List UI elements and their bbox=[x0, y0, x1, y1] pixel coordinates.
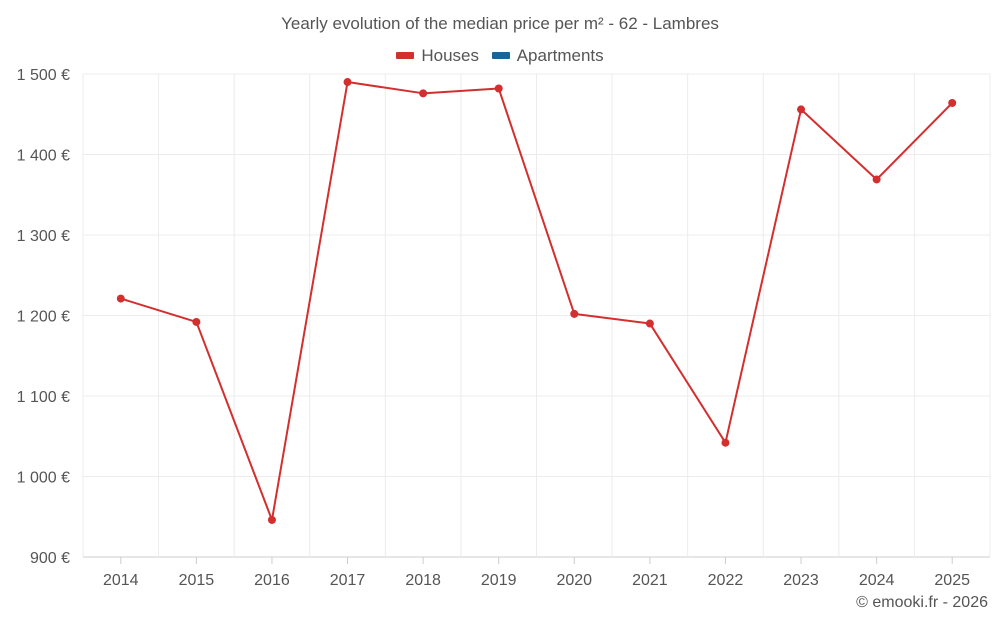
data-point-houses[interactable] bbox=[267, 515, 276, 524]
data-point-houses[interactable] bbox=[343, 78, 352, 87]
data-point-houses[interactable] bbox=[494, 84, 503, 93]
data-point-houses[interactable] bbox=[872, 175, 881, 184]
y-tick-label: 1 400 € bbox=[17, 148, 70, 165]
data-point-houses[interactable] bbox=[645, 319, 654, 328]
legend-item-houses[interactable]: Houses bbox=[396, 46, 479, 66]
x-tick-label: 2018 bbox=[405, 572, 441, 589]
y-tick-label: 1 200 € bbox=[17, 309, 70, 326]
x-tick-label: 2017 bbox=[330, 572, 366, 589]
legend-label-apartments: Apartments bbox=[516, 45, 604, 65]
legend: Houses Apartments bbox=[0, 44, 1000, 66]
y-axis: 900 € 1 000 € 1 100 € 1 200 € 1 300 € 1 400 €… bbox=[17, 67, 70, 567]
x-tick-label: 2024 bbox=[859, 572, 895, 589]
series-layer bbox=[116, 78, 957, 524]
y-tick-label: 1 000 € bbox=[17, 470, 70, 487]
x-axis: 2014 2015 2016 2017 2018 2019 2020 2021 2022 2023… bbox=[103, 557, 970, 589]
x-tick-label: 2015 bbox=[179, 572, 215, 589]
y-tick-label: 1 100 € bbox=[17, 389, 70, 406]
y-tick-label: 1 500 € bbox=[17, 67, 70, 84]
x-tick-label: 2023 bbox=[783, 572, 819, 589]
data-point-houses[interactable] bbox=[721, 438, 730, 447]
legend-swatch-apartments bbox=[491, 52, 510, 59]
data-point-houses[interactable] bbox=[948, 98, 957, 107]
legend-swatch-houses bbox=[396, 52, 415, 59]
series-line-houses bbox=[120, 81, 953, 521]
data-point-houses[interactable] bbox=[419, 89, 428, 98]
grid bbox=[82, 73, 991, 558]
x-tick-label: 2022 bbox=[708, 572, 744, 589]
legend-label-houses: Houses bbox=[421, 45, 479, 65]
x-tick-label: 2014 bbox=[103, 572, 139, 589]
data-point-houses[interactable] bbox=[192, 317, 201, 326]
data-point-houses[interactable] bbox=[797, 105, 806, 114]
y-tick-label: 1 300 € bbox=[17, 228, 70, 245]
legend-item-apartments[interactable]: Apartments bbox=[491, 45, 604, 66]
data-point-houses[interactable] bbox=[116, 294, 125, 303]
x-tick-label: 2025 bbox=[934, 572, 970, 589]
credit: © emooki.fr - 2026 bbox=[856, 594, 988, 611]
x-tick-label: 2020 bbox=[556, 572, 592, 589]
x-tick-label: 2019 bbox=[481, 572, 517, 589]
x-tick-label: 2016 bbox=[254, 572, 290, 589]
y-tick-label: 900 € bbox=[30, 550, 70, 567]
chart-title: Yearly evolution of the median price per… bbox=[281, 14, 719, 33]
data-point-houses[interactable] bbox=[570, 309, 579, 318]
x-tick-label: 2021 bbox=[632, 572, 668, 589]
